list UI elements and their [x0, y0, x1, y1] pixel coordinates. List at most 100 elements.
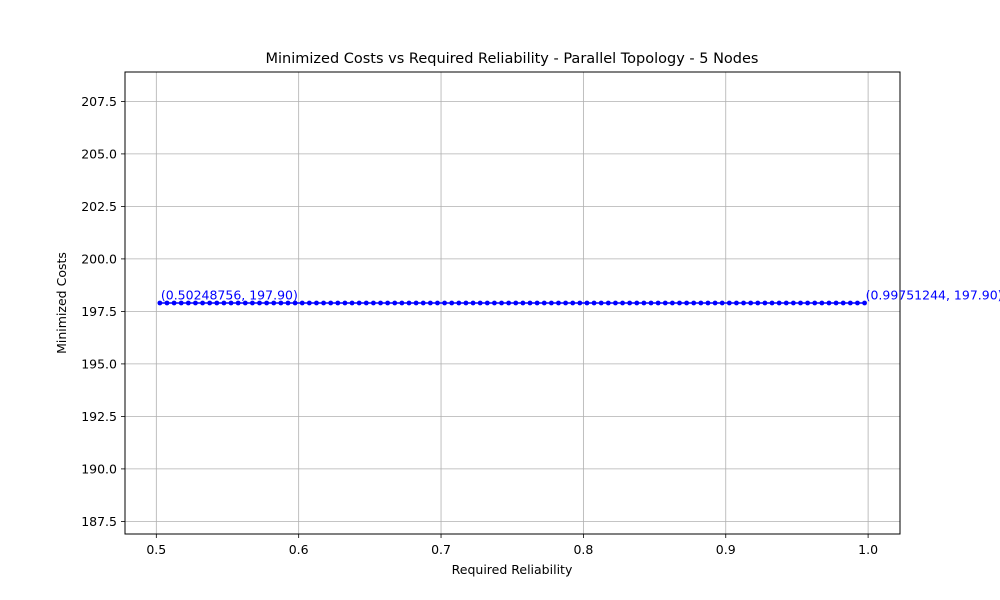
data-point	[342, 300, 348, 306]
data-point	[157, 300, 163, 306]
data-point	[271, 300, 277, 306]
data-point	[427, 300, 433, 306]
data-point	[420, 300, 426, 306]
data-point	[584, 300, 590, 306]
data-point	[264, 300, 270, 306]
data-point	[363, 300, 369, 306]
data-point	[242, 300, 248, 306]
data-point	[577, 300, 583, 306]
data-point	[862, 300, 867, 306]
data-point	[726, 300, 732, 306]
data-point	[719, 300, 725, 306]
data-point	[769, 300, 775, 306]
data-point	[470, 300, 476, 306]
data-point	[171, 300, 177, 306]
y-tick-label: 202.5	[81, 199, 117, 214]
y-tick-label: 197.5	[81, 304, 117, 319]
data-point	[662, 300, 668, 306]
data-point	[627, 300, 633, 306]
data-point	[385, 300, 391, 306]
grid-lines	[125, 72, 900, 534]
data-point	[285, 300, 291, 306]
point-annotation: (0.50248756, 197.90)	[161, 288, 298, 303]
data-point	[634, 300, 640, 306]
chart-title: Minimized Costs vs Required Reliability …	[266, 51, 759, 67]
data-point	[299, 300, 305, 306]
data-point	[463, 300, 469, 306]
y-tick-label: 195.0	[81, 356, 117, 371]
x-axis-label: Required Reliability	[452, 562, 573, 577]
data-point	[392, 300, 398, 306]
data-point	[185, 300, 191, 306]
data-point	[435, 300, 440, 306]
plot-frame	[124, 71, 901, 535]
y-tick-label: 187.5	[81, 514, 117, 529]
data-point	[833, 300, 839, 306]
data-point	[335, 300, 341, 306]
data-point	[563, 300, 569, 306]
data-series	[157, 300, 867, 306]
data-point	[513, 300, 519, 306]
y-axis-label: Minimized Costs	[54, 252, 69, 354]
y-tick-label: 192.5	[81, 409, 117, 424]
data-point	[278, 300, 284, 306]
data-point	[591, 300, 597, 306]
data-point	[798, 300, 803, 306]
data-point	[698, 300, 704, 306]
data-point	[613, 300, 618, 306]
data-point	[442, 300, 447, 306]
data-point	[812, 300, 818, 306]
data-point	[705, 300, 711, 306]
data-point	[499, 300, 504, 306]
data-point	[826, 300, 832, 306]
data-point	[249, 300, 255, 306]
data-point	[847, 300, 853, 306]
data-point	[314, 300, 319, 306]
data-point	[648, 300, 654, 306]
data-point	[484, 300, 490, 306]
data-point	[677, 300, 682, 306]
data-point	[669, 300, 675, 306]
x-tick-label: 0.8	[573, 542, 593, 557]
data-point	[257, 300, 262, 306]
data-point	[734, 300, 739, 306]
x-tick-label: 0.7	[431, 542, 451, 557]
data-point	[193, 300, 198, 306]
data-point	[783, 300, 789, 306]
data-point	[762, 300, 768, 306]
data-point	[164, 300, 170, 306]
data-point	[534, 300, 540, 306]
data-point	[306, 300, 312, 306]
data-point	[605, 300, 611, 306]
data-point	[214, 300, 220, 306]
data-point	[805, 300, 811, 306]
data-point	[819, 300, 825, 306]
data-point	[235, 300, 241, 306]
data-point	[406, 300, 412, 306]
data-point	[855, 300, 860, 306]
data-point	[684, 300, 690, 306]
data-point	[598, 300, 604, 306]
x-tick-label: 0.5	[146, 542, 166, 557]
data-point	[506, 300, 512, 306]
data-point	[221, 300, 227, 306]
annotations: (0.50248756, 197.90) (0.99751244, 197.90)	[161, 288, 1000, 303]
data-point	[570, 300, 576, 306]
x-tick-label: 0.9	[716, 542, 736, 557]
data-point	[492, 300, 497, 306]
data-point	[292, 300, 298, 306]
data-point	[776, 300, 782, 306]
data-point	[413, 300, 419, 306]
data-point	[548, 300, 554, 306]
axis-ticks: 0.5 0.6 0.7 0.8 0.9 1.0 187.5 190.0 192.5 195.0 19…	[81, 94, 878, 557]
data-point	[399, 300, 405, 306]
data-point	[712, 300, 718, 306]
data-point	[741, 300, 746, 306]
data-point	[456, 300, 462, 306]
data-point	[371, 300, 376, 306]
data-point	[349, 300, 355, 306]
data-point	[541, 300, 547, 306]
y-tick-label: 200.0	[81, 251, 117, 266]
data-point	[755, 300, 761, 306]
